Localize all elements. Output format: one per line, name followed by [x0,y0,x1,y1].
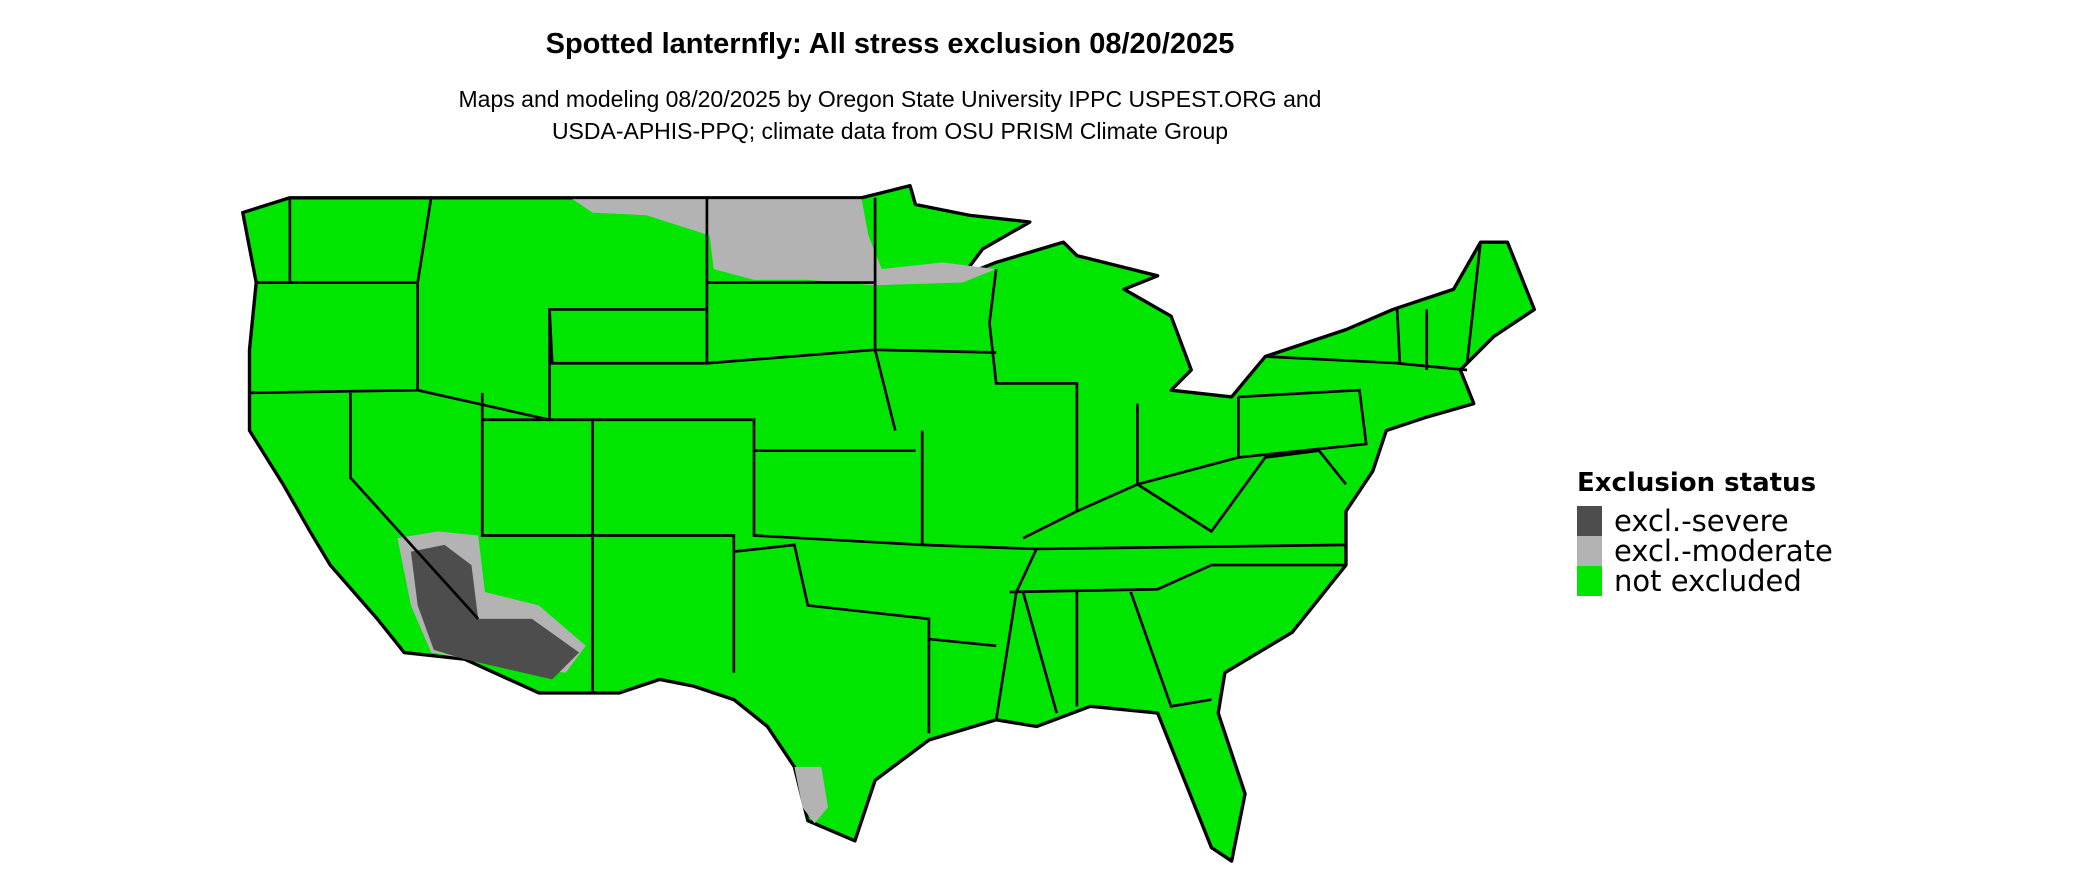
legend: Exclusion status excl.-severe excl.-mode… [1577,468,1833,596]
map-subtitle-line-1: Maps and modeling 08/20/2025 by Oregon S… [458,86,1322,112]
state-borders [249,197,1482,734]
map-title: Spotted lanternfly: All stress exclusion… [545,28,1235,60]
moderate-exclusion-north [572,199,997,286]
legend-item-not-excluded: not excluded [1577,566,1833,596]
legend-label: excl.-moderate [1614,534,1833,568]
map-subtitle-line-2: USDA-APHIS-PPQ; climate data from OSU PR… [551,118,1229,144]
legend-label: excl.-severe [1614,504,1789,538]
legend-swatch-moderate [1577,536,1602,566]
legend-swatch-not-excluded [1577,566,1602,596]
us-outline-not-excluded [241,183,1537,863]
legend-title: Exclusion status [1577,468,1817,498]
legend-swatch-severe [1577,506,1602,536]
moderate-exclusion-south-texas [794,766,829,824]
legend-item-severe: excl.-severe [1577,506,1833,536]
legend-item-moderate: excl.-moderate [1577,536,1833,566]
legend-label: not excluded [1614,564,1802,598]
severe-exclusion-southwest [410,544,580,680]
